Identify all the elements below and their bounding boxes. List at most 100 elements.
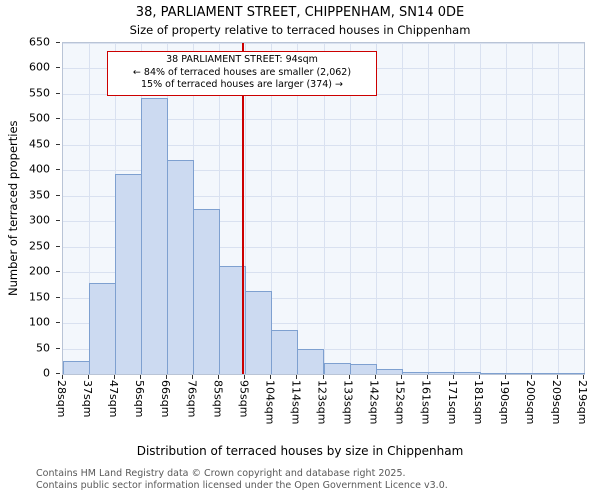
y-tick-mark [56, 169, 60, 171]
y-axis-ticks: 0 50 100 150 200 250 300 350 400 450 500 550 600 650 [0, 36, 60, 380]
footer-line-1: Contains HM Land Registry data © Crown c… [36, 468, 406, 479]
y-tick-mark [56, 296, 60, 298]
gridline-vertical [245, 43, 247, 374]
y-tick-mark [56, 373, 60, 374]
histogram-bar [193, 208, 221, 374]
histogram-bar [115, 173, 143, 374]
x-tick-label: 66sqm [159, 380, 173, 418]
x-tick-label: 37sqm [81, 380, 95, 418]
histogram-bar [271, 329, 299, 374]
gridline-vertical [401, 43, 403, 374]
y-tick-label: 550 [29, 86, 50, 100]
gridline-vertical [271, 43, 273, 374]
x-tick-label: 76sqm [185, 380, 199, 418]
histogram-bar [89, 283, 117, 374]
gridline-vertical [427, 43, 429, 374]
x-tick-mark [374, 375, 376, 379]
y-tick-mark [56, 92, 60, 94]
histogram-bar [349, 364, 377, 374]
chart-title: 38, PARLIAMENT STREET, CHIPPENHAM, SN14 … [135, 5, 465, 20]
x-tick-label: 114sqm [289, 380, 303, 425]
x-tick-mark [218, 375, 220, 379]
y-tick-label: 200 [29, 264, 50, 278]
x-tick-mark [426, 375, 428, 379]
y-tick-mark [56, 322, 60, 324]
gridline-vertical [89, 43, 91, 374]
gridline-vertical [479, 43, 481, 374]
x-tick-mark [583, 375, 584, 379]
x-tick-label: 47sqm [107, 380, 121, 418]
histogram-bar [323, 363, 351, 374]
gridline-vertical [453, 43, 455, 374]
histogram-bar [453, 371, 481, 374]
x-tick-mark [166, 375, 168, 379]
x-tick-mark [322, 375, 324, 379]
histogram-bar [531, 373, 559, 374]
y-tick-label: 50 [36, 341, 50, 355]
x-tick-label: 56sqm [133, 380, 147, 418]
histogram-bar [401, 371, 429, 374]
histogram-bar [297, 348, 325, 374]
y-tick-label: 650 [29, 35, 50, 49]
x-axis-label: Distribution of terraced houses by size … [136, 444, 464, 458]
x-tick-mark [504, 375, 506, 379]
x-tick-mark [530, 375, 532, 379]
gridline-vertical [349, 43, 351, 374]
x-tick-label: 190sqm [497, 380, 511, 425]
x-tick-mark [88, 375, 90, 379]
y-tick-mark [56, 118, 60, 120]
histogram-bar [479, 372, 507, 374]
y-tick-label: 400 [29, 162, 50, 176]
chart-subtitle: Size of property relative to terraced ho… [129, 23, 471, 37]
y-tick-label: 300 [29, 213, 50, 227]
x-tick-label: 104sqm [263, 380, 277, 425]
histogram-bar [245, 291, 273, 374]
annotation-line-3: 15% of terraced houses are larger (374) … [141, 79, 343, 90]
x-tick-label: 85sqm [211, 380, 225, 418]
footer-line-2: Contains public sector information licen… [36, 479, 448, 491]
x-tick-mark [348, 375, 350, 379]
y-tick-label: 150 [29, 290, 50, 304]
y-tick-mark [56, 220, 60, 222]
x-tick-label: 133sqm [341, 380, 355, 425]
y-tick-label: 600 [29, 60, 50, 74]
y-tick-label: 450 [29, 137, 50, 151]
y-tick-mark [56, 347, 60, 349]
y-tick-label: 250 [29, 239, 50, 253]
gridline-vertical [505, 43, 507, 374]
y-tick-label: 500 [29, 111, 50, 125]
gridline-vertical [557, 43, 559, 374]
histogram-bar [141, 98, 169, 374]
attribution-footer: Contains HM Land Registry data © Crown c… [36, 468, 448, 491]
x-tick-label: 123sqm [315, 380, 329, 425]
annotation-box: 38 PARLIAMENT STREET: 94sqm ← 84% of ter… [107, 51, 377, 96]
x-tick-label: 28sqm [55, 380, 68, 418]
x-tick-mark [452, 375, 454, 379]
annotation-line-2: ← 84% of terraced houses are smaller (2,… [132, 66, 352, 78]
y-tick-mark [56, 245, 60, 247]
plot-area: 38 PARLIAMENT STREET: 94sqm ← 84% of ter… [62, 42, 585, 375]
histogram-bar [375, 369, 403, 374]
y-tick-label: 0 [43, 366, 50, 380]
x-tick-mark [140, 375, 142, 379]
x-tick-label: 152sqm [393, 380, 407, 425]
gridline-vertical [323, 43, 325, 374]
histogram-bar [63, 361, 91, 374]
y-tick-label: 100 [29, 315, 50, 329]
histogram-bar [427, 371, 455, 374]
x-tick-mark [62, 375, 63, 379]
x-tick-mark [192, 375, 194, 379]
histogram-bar [557, 373, 585, 374]
x-tick-label: 200sqm [523, 380, 537, 425]
x-tick-label: 142sqm [367, 380, 381, 425]
histogram-bar [167, 160, 195, 374]
x-tick-label: 181sqm [471, 380, 485, 425]
y-tick-mark [56, 194, 60, 196]
x-tick-mark [296, 375, 298, 379]
x-tick-label: 161sqm [419, 380, 433, 425]
y-tick-mark [56, 42, 60, 43]
gridline-vertical [375, 43, 377, 374]
y-tick-mark [56, 271, 60, 273]
x-tick-label: 219sqm [576, 380, 589, 425]
